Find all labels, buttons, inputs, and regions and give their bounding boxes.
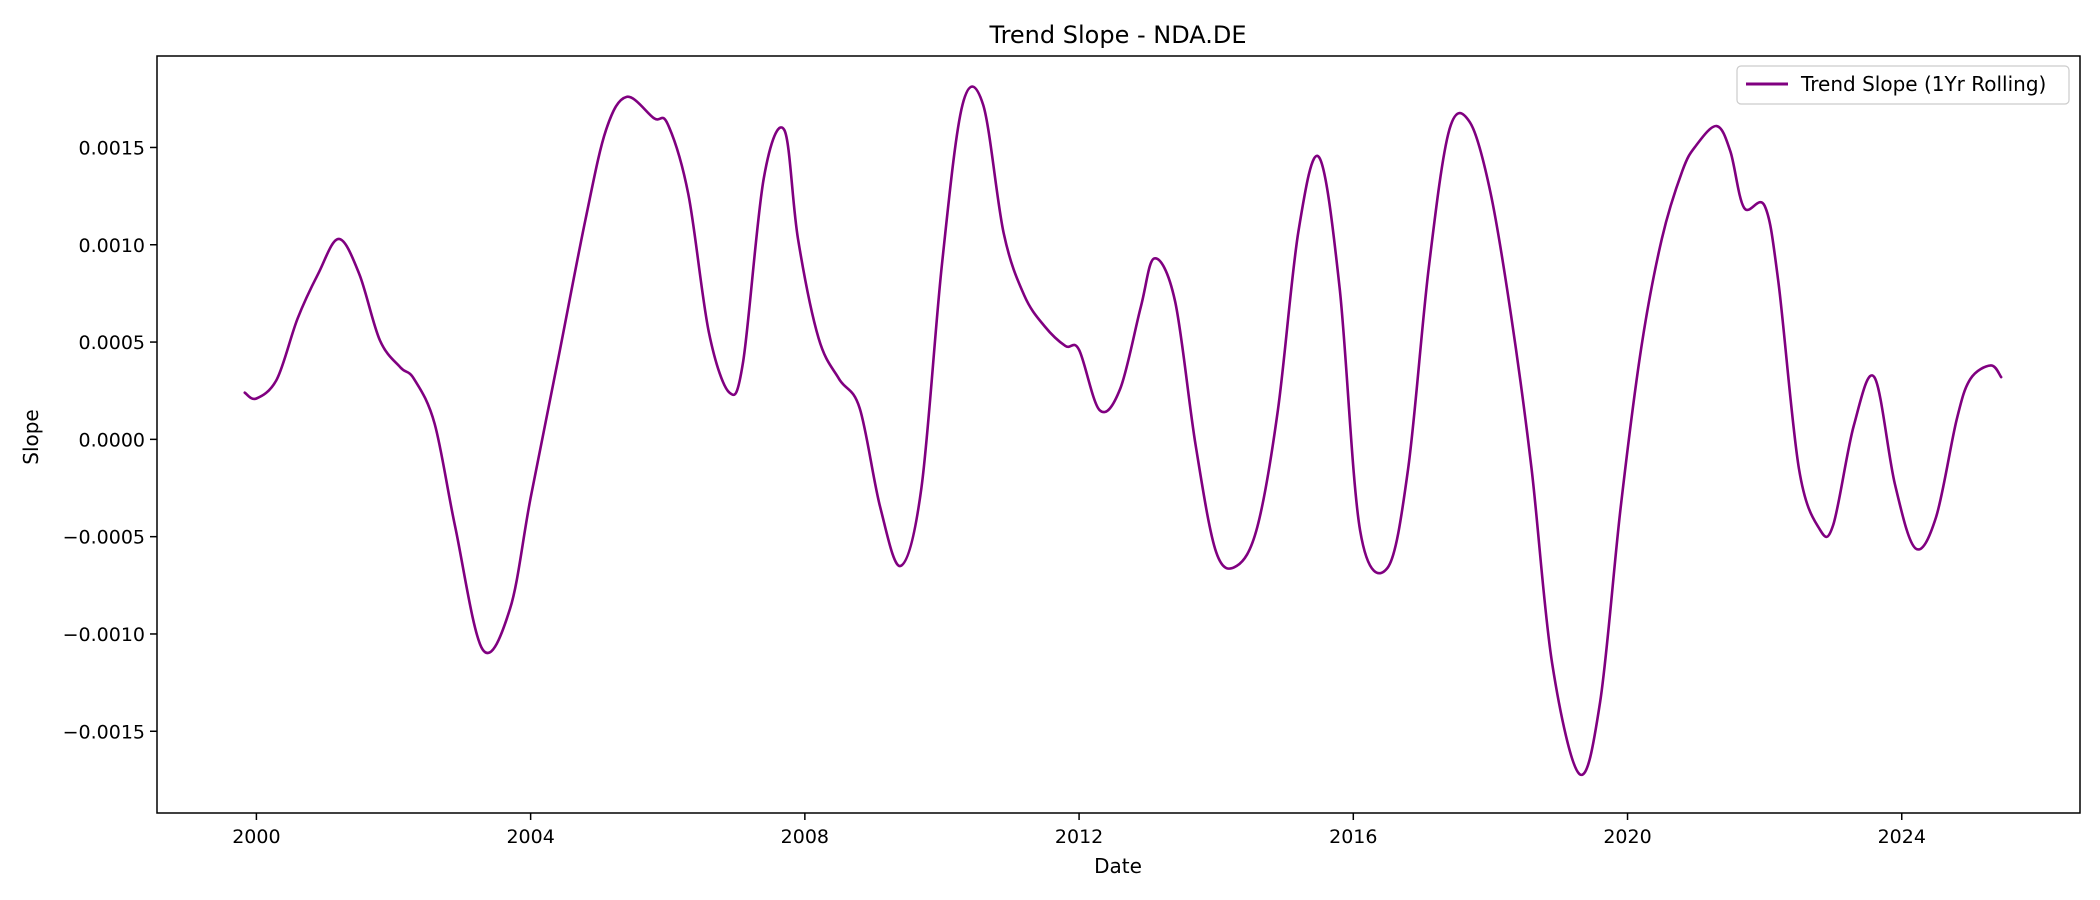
x-tick-label: 2008 xyxy=(781,826,829,848)
x-axis-label: Date xyxy=(1094,854,1142,878)
y-axis-label: Slope xyxy=(19,409,43,465)
plot-frame xyxy=(156,55,2081,814)
x-tick-label: 2024 xyxy=(1878,826,1926,848)
legend-box xyxy=(1736,65,2070,105)
x-tick-label: 2012 xyxy=(1055,826,1103,848)
plot-area xyxy=(157,56,2080,813)
y-tick-label: −0.0010 xyxy=(63,624,145,646)
x-tick-label: 2016 xyxy=(1329,826,1377,848)
series-layer xyxy=(243,85,2003,777)
x-tick-label: 2004 xyxy=(506,826,554,848)
x-axis: 2000 2004 2008 2012 2016 2020 2024 xyxy=(232,813,1926,848)
legend-entry: Trend Slope (1Yr Rolling) xyxy=(1800,72,2046,96)
y-tick-label: 0.0010 xyxy=(79,235,145,257)
y-tick-label: 0.0005 xyxy=(79,332,145,354)
x-tick-label: 2020 xyxy=(1603,826,1651,848)
y-tick-label: 0.0000 xyxy=(79,429,145,451)
x-tick-label: 2000 xyxy=(232,826,280,848)
y-tick-label: −0.0015 xyxy=(63,721,145,743)
y-tick-label: 0.0015 xyxy=(79,137,145,159)
series-line-0 xyxy=(243,85,2003,777)
y-tick-label: −0.0005 xyxy=(63,527,145,549)
chart-title: Trend Slope - NDA.DE xyxy=(988,21,1246,49)
y-axis: −0.0015 −0.0010 −0.0005 0.0000 0.0005 0.0010 0… xyxy=(63,137,157,743)
legend: Trend Slope (1Yr Rolling) xyxy=(1736,65,2070,105)
